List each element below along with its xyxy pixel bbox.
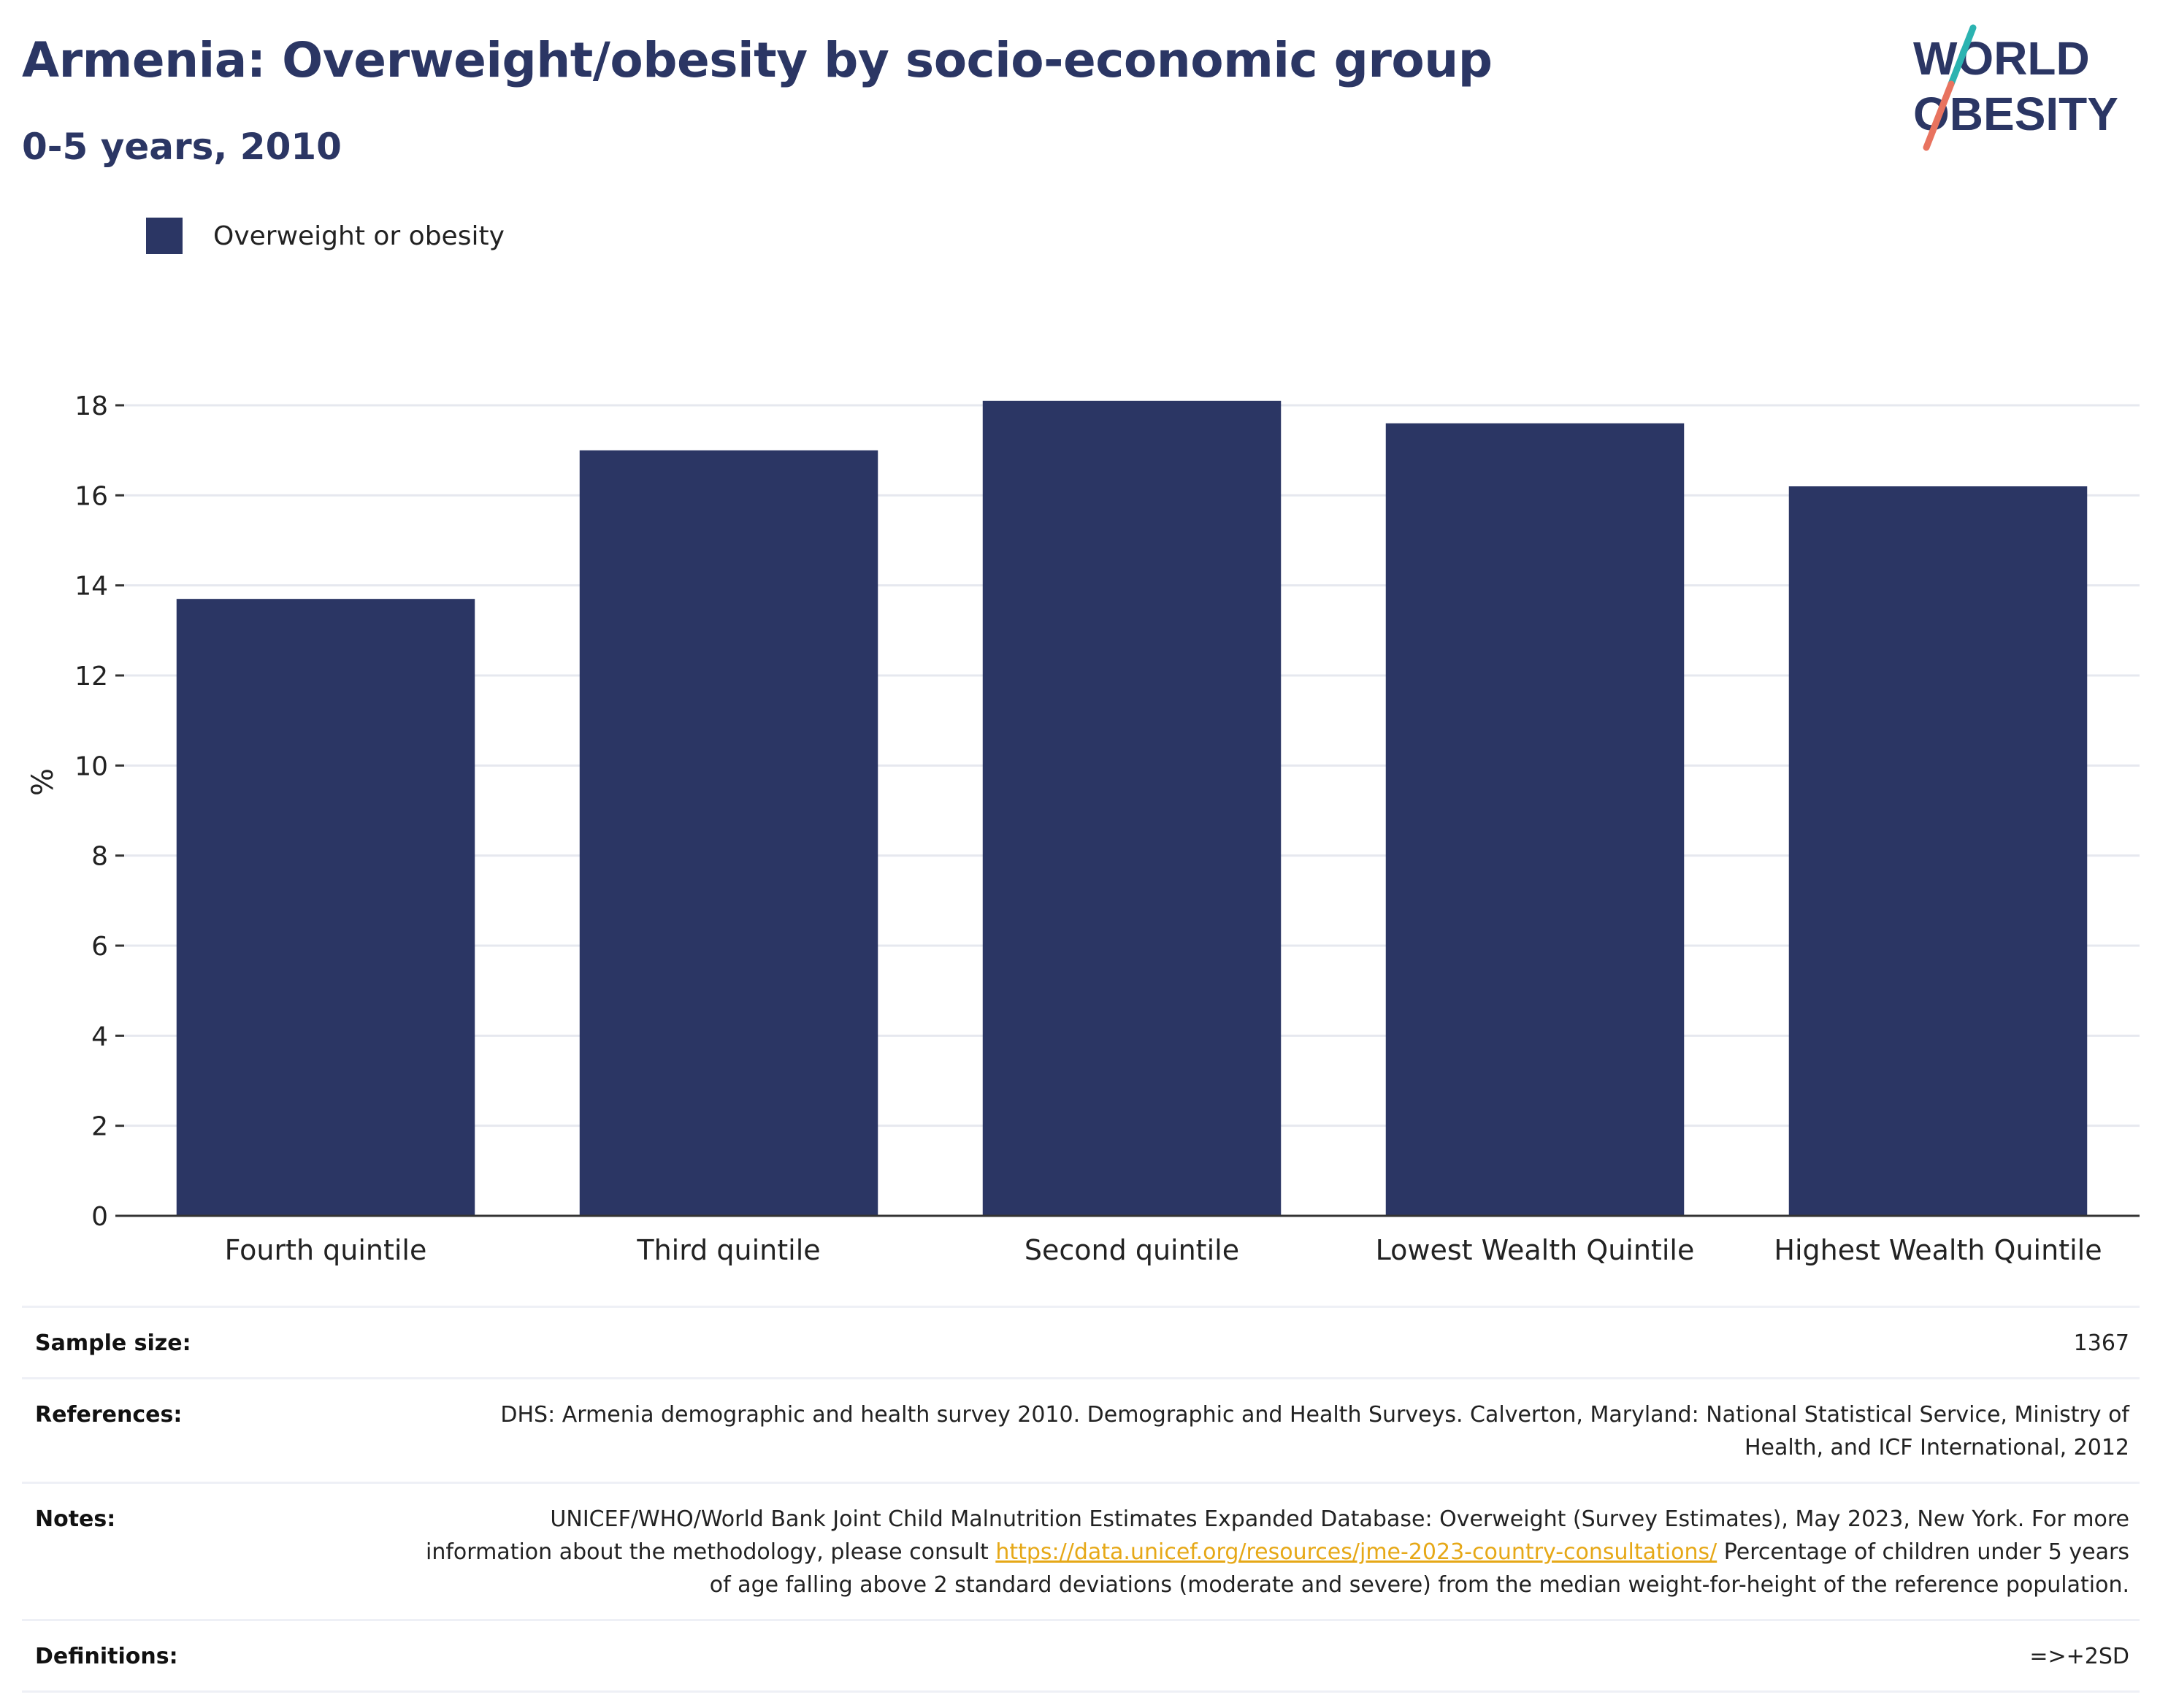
x-tick-label: Second quintile	[1025, 1234, 1239, 1266]
y-tick-label: 10	[74, 751, 108, 781]
bar[interactable]	[1385, 423, 1685, 1216]
notes-text-after: Percentage of children under 5 years of …	[709, 1539, 2129, 1598]
bar-chart: 0 2 4 6 8 10 12 14 16 18 Fourth quintile Third quin…	[74, 391, 2140, 1266]
definitions-row: Definitions: =>+2SD	[22, 1619, 2140, 1693]
references-label: References:	[22, 1377, 410, 1483]
y-tick-label: 18	[74, 391, 108, 421]
x-tick-label: Highest Wealth Quintile	[1774, 1234, 2102, 1266]
sample-size-value: 1367	[410, 1306, 2140, 1379]
notes-text-before: UNICEF/WHO/World Bank Joint Child Malnut…	[426, 1506, 2129, 1565]
bars-layer	[176, 400, 2088, 1217]
legend-label: Overweight or obesity	[213, 221, 505, 251]
notes-value: UNICEF/WHO/World Bank Joint Child Malnut…	[410, 1482, 2140, 1620]
chart-subtitle: 0-5 years, 2010	[22, 126, 342, 168]
y-tick-label: 14	[74, 572, 108, 602]
x-tick-label: Fourth quintile	[225, 1234, 427, 1266]
logo-slash-top	[1948, 24, 1977, 88]
y-tick-label: 2	[91, 1112, 108, 1142]
bar[interactable]	[579, 450, 878, 1216]
references-value: DHS: Armenia demographic and health surv…	[410, 1377, 2140, 1483]
legend-swatch	[146, 218, 183, 254]
axis-layer: 0 2 4 6 8 10 12 14 16 18 Fourth quintile Third quin…	[74, 391, 2140, 1266]
logo-line1: WORLD	[1913, 32, 2090, 85]
y-tick-label: 8	[91, 842, 108, 872]
x-tick-label: Third quintile	[636, 1234, 820, 1266]
notes-row: Notes: UNICEF/WHO/World Bank Joint Child…	[22, 1482, 2140, 1620]
y-tick-label: 4	[91, 1022, 108, 1052]
chart-legend[interactable]: Overweight or obesity	[146, 218, 505, 254]
y-tick-label: 16	[74, 481, 108, 511]
chart-title: Armenia: Overweight/obesity by socio-eco…	[22, 32, 1493, 88]
bar[interactable]	[176, 599, 475, 1216]
definitions-value: =>+2SD	[410, 1619, 2140, 1693]
y-tick-label: 12	[74, 662, 108, 692]
references-row: References: DHS: Armenia demographic and…	[22, 1377, 2140, 1483]
info-table: Sample size: 1367 References: DHS: Armen…	[22, 1306, 2140, 1693]
definitions-label: Definitions:	[22, 1619, 410, 1693]
notes-label: Notes:	[22, 1482, 410, 1620]
sample-size-row: Sample size: 1367	[22, 1306, 2140, 1379]
logo-slash-bottom	[1923, 80, 1955, 151]
world-obesity-logo: WORLD OBESITY	[1913, 24, 2118, 151]
bar[interactable]	[982, 400, 1282, 1217]
y-tick-label: 0	[91, 1202, 108, 1232]
y-tick-label: 6	[91, 932, 108, 962]
notes-link[interactable]: https://data.unicef.org/resources/jme-20…	[995, 1539, 1717, 1565]
x-tick-label: Lowest Wealth Quintile	[1376, 1234, 1695, 1266]
bar[interactable]	[1788, 486, 2088, 1216]
sample-size-label: Sample size:	[22, 1306, 410, 1379]
